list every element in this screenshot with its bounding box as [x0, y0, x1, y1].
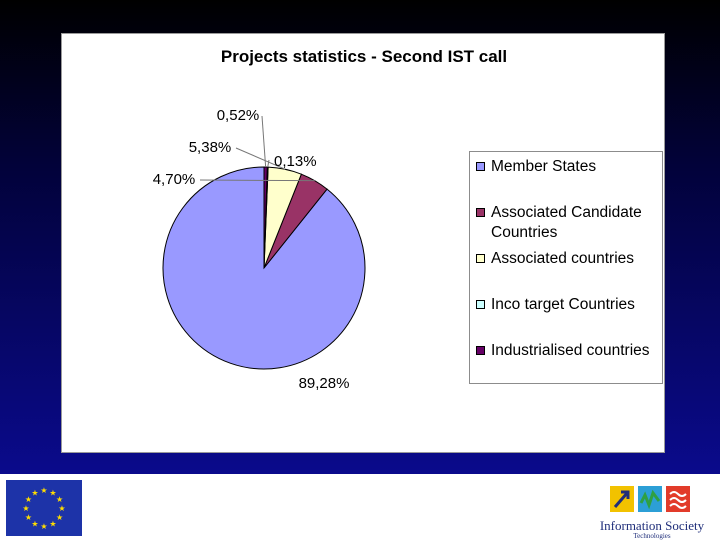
- star-icon: ★: [31, 520, 38, 529]
- pie-slice-industrialised-countries: [263, 166, 268, 269]
- leader-line: [235, 147, 286, 170]
- legend-label: Member States: [491, 158, 597, 175]
- legend-swatch: [476, 254, 485, 263]
- legend-label: Associated Candidate Countries: [491, 204, 642, 241]
- chart-title: Projects statistics - Second IST call: [220, 47, 508, 66]
- data-label: 4,70%: [153, 171, 196, 188]
- star-icon: ★: [49, 520, 56, 529]
- chart-panel: Projects statistics - Second IST call 89…: [61, 33, 665, 453]
- leader-line: [267, 159, 270, 168]
- information-society-logo: Information Society Technologies: [590, 480, 714, 540]
- star-icon: ★: [22, 504, 29, 513]
- ist-logo-name: Information Society: [599, 518, 705, 533]
- data-label: 89,28%: [299, 375, 350, 392]
- legend-swatch: [476, 208, 485, 217]
- star-icon: ★: [25, 513, 32, 522]
- data-label: 0,13%: [274, 153, 317, 170]
- star-icon: ★: [56, 495, 63, 504]
- data-label: 0,52%: [217, 107, 260, 124]
- ist-logo-mark: [610, 486, 690, 512]
- leader-line: [199, 179, 315, 182]
- star-icon: ★: [49, 488, 56, 497]
- legend-swatch: [476, 300, 485, 309]
- legend-label: Inco target Countries: [491, 296, 635, 313]
- star-icon: ★: [40, 522, 47, 531]
- legend-swatch: [476, 346, 485, 355]
- eu-flag-logo: ★ ★ ★ ★ ★ ★ ★ ★ ★ ★ ★ ★: [6, 480, 82, 536]
- legend-item-inco-target-countries: Inco target Countries: [476, 295, 661, 315]
- ist-logo-sub: Technologies: [633, 532, 671, 540]
- legend-swatch: [476, 162, 485, 171]
- legend-item-industrialised-countries: Industrialised countries: [476, 341, 661, 361]
- legend-label: Industrialised countries: [491, 342, 650, 359]
- star-icon: ★: [40, 486, 47, 495]
- pie-chart: 89,28% 4,70% 5,38% 0,13% 0,52%: [153, 107, 366, 392]
- leader-line: [261, 115, 267, 168]
- star-icon: ★: [58, 504, 65, 513]
- footer-bar: ★ ★ ★ ★ ★ ★ ★ ★ ★ ★ ★ ★ Information Society Technol…: [0, 474, 720, 540]
- star-icon: ★: [25, 495, 32, 504]
- legend-label: Associated countries: [491, 250, 635, 267]
- star-icon: ★: [31, 488, 38, 497]
- chart-legend: Member States Associated Candidate Count…: [469, 151, 663, 384]
- legend-item-associated-candidate-countries: Associated Candidate Countries: [476, 203, 661, 243]
- star-icon: ★: [56, 513, 63, 522]
- legend-item-associated-countries: Associated countries: [476, 249, 661, 269]
- data-label: 5,38%: [189, 139, 232, 156]
- legend-item-member-states: Member States: [476, 157, 661, 177]
